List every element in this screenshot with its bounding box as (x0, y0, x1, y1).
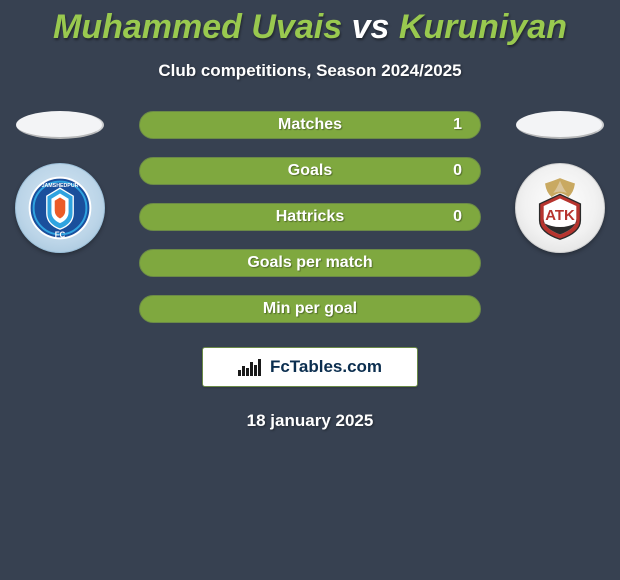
stat-row-matches: Matches 1 (139, 111, 481, 139)
bar-chart-icon (238, 359, 261, 376)
player-right-column: ATK (500, 111, 620, 253)
player2-name: Kuruniyan (399, 8, 567, 46)
stat-row-goals: Goals 0 (139, 157, 481, 185)
stat-label: Matches (278, 116, 342, 134)
player-right-marker (516, 111, 604, 139)
stat-value: 0 (453, 208, 462, 226)
stat-row-goals-per-match: Goals per match (139, 249, 481, 277)
svg-text:FC: FC (55, 231, 66, 240)
stat-label: Min per goal (263, 300, 357, 318)
stat-row-min-per-goal: Min per goal (139, 295, 481, 323)
subtitle: Club competitions, Season 2024/2025 (0, 61, 620, 81)
stat-value: 1 (453, 116, 462, 134)
brand-card: FcTables.com (202, 347, 418, 387)
stats-stage: JAMSHEDPUR FC ATK Matches 1 Goals 0 (0, 111, 620, 323)
stat-label: Goals per match (247, 254, 372, 272)
svg-text:ATK: ATK (545, 207, 575, 224)
club-badge-left: JAMSHEDPUR FC (15, 163, 105, 253)
brand-text: FcTables.com (270, 357, 382, 377)
date-text: 18 january 2025 (0, 411, 620, 431)
stat-label: Hattricks (276, 208, 344, 226)
player-left-column: JAMSHEDPUR FC (0, 111, 120, 253)
jamshedpur-crest-icon: JAMSHEDPUR FC (27, 175, 93, 241)
stat-value: 0 (453, 162, 462, 180)
svg-text:JAMSHEDPUR: JAMSHEDPUR (42, 183, 79, 189)
comparison-title: Muhammed Uvais vs Kuruniyan (0, 0, 620, 47)
stat-label: Goals (288, 162, 332, 180)
player1-name: Muhammed Uvais (53, 8, 342, 46)
stat-pill-list: Matches 1 Goals 0 Hattricks 0 Goals per … (139, 111, 481, 323)
atk-crest-icon: ATK (526, 174, 594, 242)
club-badge-right: ATK (515, 163, 605, 253)
player-left-marker (16, 111, 104, 139)
vs-text: vs (352, 8, 390, 46)
stat-row-hattricks: Hattricks 0 (139, 203, 481, 231)
